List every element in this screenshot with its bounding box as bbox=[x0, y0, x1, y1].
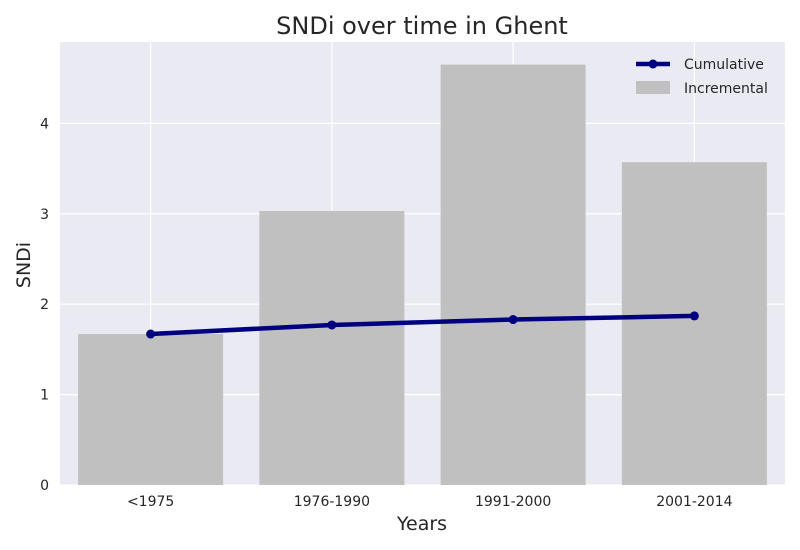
x-tick-label: <1975 bbox=[127, 494, 174, 510]
legend-label-incremental: Incremental bbox=[684, 81, 768, 97]
bar bbox=[621, 162, 767, 485]
x-tick-label: 2001-2014 bbox=[656, 494, 732, 510]
bar bbox=[440, 64, 586, 485]
y-axis-label: SNDi bbox=[13, 242, 35, 288]
legend-label-cumulative: Cumulative bbox=[684, 57, 764, 73]
x-axis-label: Years bbox=[396, 513, 447, 535]
cumulative-point bbox=[508, 315, 518, 325]
bar-series bbox=[78, 64, 767, 485]
cumulative-point bbox=[689, 311, 699, 321]
y-tick-label: 4 bbox=[40, 116, 49, 132]
y-tick-label: 1 bbox=[40, 388, 49, 404]
bar bbox=[259, 211, 405, 485]
x-axis-ticks: <1975 1976-1990 1991-2000 2001-2014 bbox=[127, 494, 733, 510]
bar bbox=[78, 334, 224, 485]
cumulative-point bbox=[327, 320, 337, 330]
x-tick-label: 1976-1990 bbox=[294, 494, 370, 510]
legend-marker-swatch bbox=[648, 59, 658, 69]
y-tick-label: 3 bbox=[40, 207, 49, 223]
cumulative-line bbox=[148, 313, 697, 337]
chart-title: SNDi over time in Ghent bbox=[276, 12, 568, 40]
y-tick-label: 0 bbox=[40, 478, 49, 494]
legend-bar-swatch bbox=[636, 81, 670, 94]
y-tick-label: 2 bbox=[40, 297, 49, 313]
line-series bbox=[146, 311, 699, 339]
cumulative-point bbox=[146, 329, 156, 339]
y-axis-ticks: 0 1 2 3 4 bbox=[40, 116, 49, 494]
legend: Cumulative Incremental bbox=[636, 57, 768, 97]
x-tick-label: 1991-2000 bbox=[475, 494, 551, 510]
